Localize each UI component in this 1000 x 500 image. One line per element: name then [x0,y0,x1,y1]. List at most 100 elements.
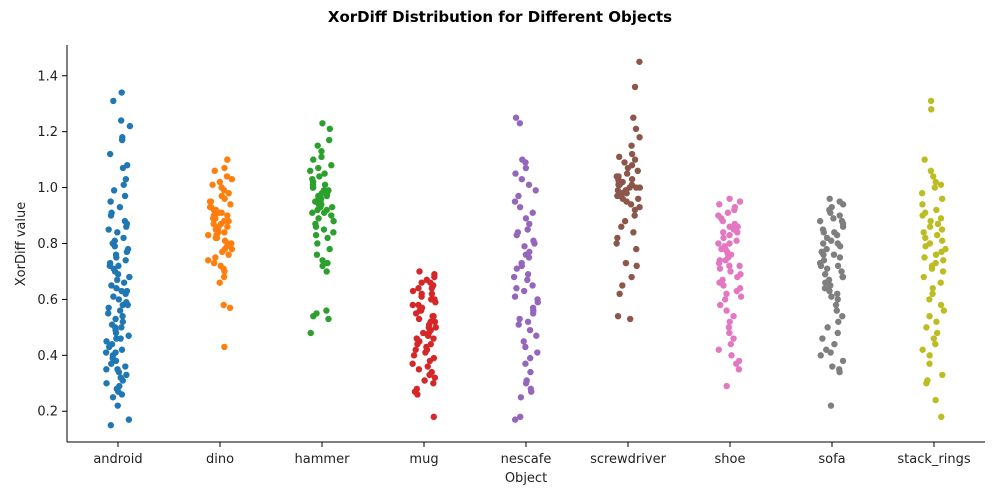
data-point-sofa [830,215,837,222]
data-point-nescafe [528,388,535,395]
data-point-hammer [328,212,335,219]
data-point-stack_rings [937,181,945,188]
data-point-hammer [315,164,322,172]
data-point-screwdriver [636,58,643,65]
data-point-dino [217,220,225,228]
data-point-dino [210,212,218,219]
data-point-dino [227,201,234,208]
data-point-stack_rings [921,156,928,163]
data-point-stack_rings [926,352,933,359]
data-point-shoe [716,265,724,272]
data-point-mug [431,374,439,381]
data-point-shoe [726,262,733,270]
data-point-screwdriver [615,173,622,180]
data-point-sofa [823,245,830,253]
data-point-hammer [320,226,328,233]
data-point-hammer [309,184,317,191]
series-nescafe [510,114,541,423]
data-point-hammer [330,217,337,225]
data-point-hammer [307,329,314,337]
data-point-mug [415,301,422,309]
data-point-shoe [715,240,722,247]
data-point-android [122,175,130,183]
data-point-nescafe [512,170,519,177]
data-point-mug [420,329,427,337]
data-point-shoe [726,223,733,230]
data-point-dino [224,156,231,163]
data-point-mug [416,307,423,314]
data-point-android [109,394,117,401]
data-point-sofa [833,307,840,314]
x-tick-label-mug: mug [409,452,438,467]
data-point-android [113,254,120,261]
data-point-dino [226,304,234,312]
data-point-stack_rings [938,248,945,256]
data-point-nescafe [526,326,534,334]
x-ticks: android dino hammer mug nescafe screwdriver sh… [93,442,971,467]
data-point-dino [221,164,228,172]
data-point-stack_rings [932,178,939,186]
data-point-shoe [724,209,732,216]
data-point-android [107,198,114,205]
x-tick-label-android: android [93,452,142,467]
data-point-hammer [330,229,337,236]
data-point-stack_rings [922,243,929,250]
data-point-hammer [312,231,320,239]
x-tick-label-shoe: shoe [715,452,746,467]
data-point-screwdriver [628,175,636,183]
data-point-shoe [719,229,727,236]
data-point-android [120,279,128,286]
data-point-stack_rings [923,324,930,331]
data-point-stack_rings [933,329,941,337]
data-point-hammer [314,142,321,149]
data-point-nescafe [524,318,532,325]
data-point-android [118,324,125,331]
series-stack_rings [918,97,949,421]
data-point-dino [225,189,232,197]
data-point-android [103,380,110,387]
data-point-android [119,164,127,172]
data-point-dino [205,231,212,239]
data-point-hammer [306,167,314,175]
data-point-hammer [321,170,328,177]
series-hammer [306,120,337,337]
data-point-android [116,307,124,314]
data-point-screwdriver [628,150,636,158]
data-point-sofa [834,262,842,270]
series-mug [409,268,439,421]
data-point-mug [414,391,421,398]
data-point-screwdriver [624,164,632,172]
data-point-nescafe [522,360,529,367]
data-point-shoe [715,346,722,353]
data-point-shoe [727,268,734,275]
data-point-android [110,293,117,300]
data-point-android [113,285,120,292]
data-point-stack_rings [930,335,938,342]
data-point-screwdriver [633,184,640,191]
data-point-shoe [728,352,735,359]
data-point-nescafe [534,349,541,356]
data-point-stack_rings [939,268,947,275]
data-point-nescafe [524,226,531,233]
data-point-stack_rings [923,380,930,387]
data-point-dino [210,220,217,228]
data-point-hammer [326,245,333,253]
data-point-android [112,349,119,356]
data-point-screwdriver [634,167,641,175]
data-point-sofa [816,217,824,225]
data-point-android [117,335,124,342]
data-point-stack_rings [929,290,936,298]
data-point-android [110,187,118,194]
data-point-stack_rings [928,265,936,272]
data-point-shoe [722,296,729,303]
data-point-android [124,301,131,309]
data-point-mug [429,312,436,320]
y-axis-title: XorDiff value [14,202,29,286]
data-point-mug [428,290,436,298]
x-tick-label-sofa: sofa [818,452,845,467]
data-point-nescafe [511,293,519,300]
data-point-screwdriver [633,262,640,270]
data-point-android [103,366,110,373]
